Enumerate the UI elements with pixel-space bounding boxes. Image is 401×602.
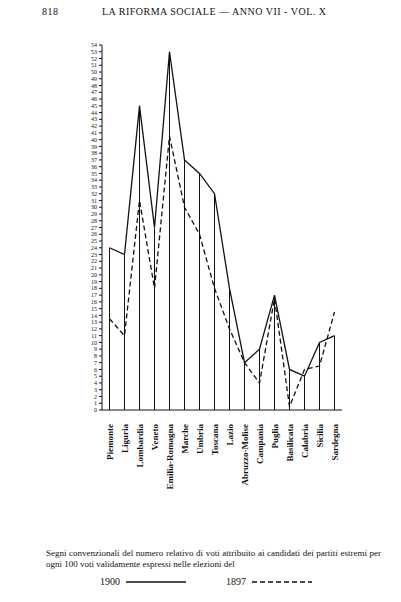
svg-text:28: 28: [91, 218, 97, 224]
svg-text:6: 6: [94, 367, 97, 373]
html-text:1900: 1900: [100, 576, 120, 587]
svg-text:14: 14: [91, 313, 97, 319]
svg-text:34: 34: [91, 177, 97, 183]
svg-text:20: 20: [91, 272, 97, 278]
svg-text:7: 7: [94, 360, 97, 366]
svg-text:44: 44: [91, 110, 97, 116]
svg-text:41: 41: [91, 130, 97, 136]
svg-text:53: 53: [91, 49, 97, 55]
svg-text:49: 49: [91, 76, 97, 82]
svg-text:4: 4: [94, 380, 97, 386]
svg-text:48: 48: [91, 83, 97, 89]
svg-text:16: 16: [91, 299, 97, 305]
svg-text:40: 40: [91, 137, 97, 143]
svg-text:15: 15: [91, 306, 97, 312]
svg-text:Abruzzo-Molise: Abruzzo-Molise: [240, 424, 250, 485]
svg-text:50: 50: [91, 69, 97, 75]
html-text:Segni convenzionali del numero: Segni convenzionali del numero relativo …: [46, 548, 381, 569]
svg-text:52: 52: [91, 56, 97, 62]
svg-text:12: 12: [91, 326, 97, 332]
svg-text:10: 10: [91, 340, 97, 346]
svg-text:Campania: Campania: [255, 424, 265, 465]
svg-text:Puglia: Puglia: [270, 424, 280, 449]
svg-text:23: 23: [91, 252, 97, 258]
svg-text:36: 36: [91, 164, 97, 170]
svg-text:Toscana: Toscana: [210, 424, 220, 456]
svg-text:29: 29: [91, 211, 97, 217]
svg-text:46: 46: [91, 96, 97, 102]
svg-text:25: 25: [91, 238, 97, 244]
svg-text:26: 26: [91, 231, 97, 237]
svg-text:13: 13: [91, 319, 97, 325]
html-text:818: 818: [42, 6, 59, 17]
svg-text:Umbria: Umbria: [195, 424, 205, 454]
svg-text:54: 54: [91, 42, 97, 48]
svg-text:Piemonte: Piemonte: [105, 424, 115, 460]
svg-text:2: 2: [94, 394, 97, 400]
svg-text:32: 32: [91, 191, 97, 197]
svg-text:21: 21: [91, 265, 97, 271]
svg-text:24: 24: [91, 245, 97, 251]
svg-text:19: 19: [91, 279, 97, 285]
svg-text:Marche: Marche: [180, 424, 190, 454]
svg-text:Veneto: Veneto: [150, 424, 160, 451]
svg-text:Lazio: Lazio: [225, 424, 235, 446]
svg-text:Lombardia: Lombardia: [135, 424, 145, 468]
svg-text:38: 38: [91, 150, 97, 156]
svg-text:3: 3: [94, 387, 97, 393]
svg-text:51: 51: [91, 62, 97, 68]
svg-text:22: 22: [91, 258, 97, 264]
svg-text:27: 27: [91, 225, 97, 231]
svg-text:33: 33: [91, 184, 97, 190]
svg-text:11: 11: [91, 333, 97, 339]
svg-text:Emilia-Romagna: Emilia-Romagna: [165, 424, 175, 490]
svg-text:43: 43: [91, 116, 97, 122]
svg-text:Liguria: Liguria: [120, 424, 130, 454]
svg-text:31: 31: [91, 198, 97, 204]
svg-text:30: 30: [91, 204, 97, 210]
svg-text:42: 42: [91, 123, 97, 129]
svg-text:9: 9: [94, 346, 97, 352]
svg-text:35: 35: [91, 171, 97, 177]
svg-text:47: 47: [91, 89, 97, 95]
svg-text:39: 39: [91, 144, 97, 150]
html-text:LA RIFORMA SOCIALE — ANNO VII: LA RIFORMA SOCIALE — ANNO VII - VOL. X: [102, 6, 327, 17]
svg-text:Sicilia: Sicilia: [315, 424, 325, 448]
svg-text:1: 1: [94, 400, 97, 406]
svg-text:Basilicata: Basilicata: [285, 424, 295, 462]
svg-text:5: 5: [94, 373, 97, 379]
svg-text:Sardegna: Sardegna: [330, 424, 340, 461]
svg-text:17: 17: [91, 292, 97, 298]
svg-text:37: 37: [91, 157, 97, 163]
svg-text:8: 8: [94, 353, 97, 359]
svg-text:0: 0: [94, 407, 97, 413]
svg-text:18: 18: [91, 285, 97, 291]
svg-text:45: 45: [91, 103, 97, 109]
html-text:1897: 1897: [226, 576, 246, 587]
svg-text:Calabria: Calabria: [300, 424, 310, 459]
